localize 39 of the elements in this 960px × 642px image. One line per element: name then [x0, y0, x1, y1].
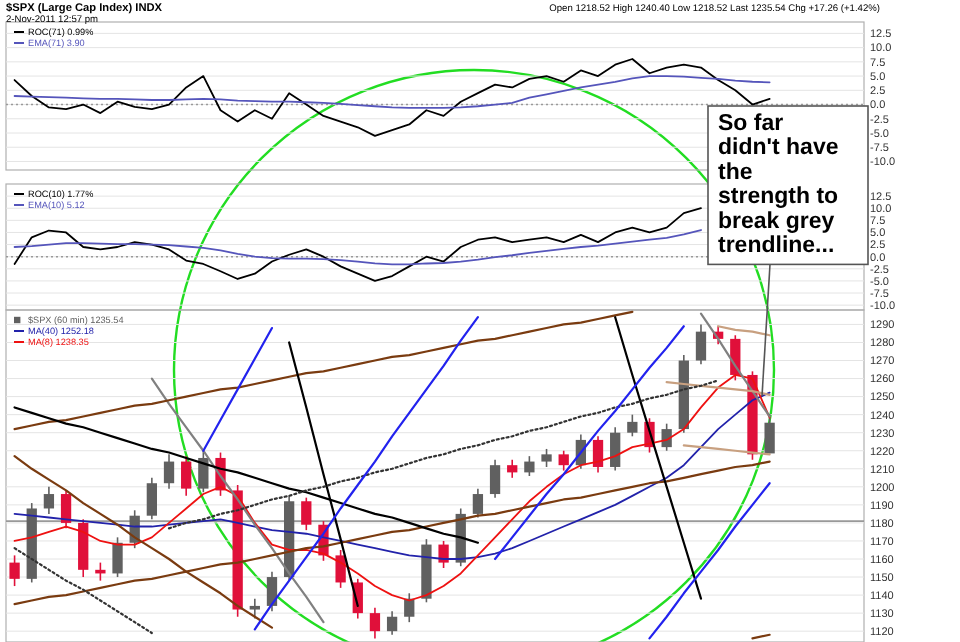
line-series	[150, 377, 325, 624]
line-series	[202, 326, 274, 452]
candlestick	[181, 455, 192, 497]
candlestick	[489, 458, 501, 499]
candlestick	[301, 496, 312, 531]
annotation: So far didn't have the strength to break grey trendline...	[718, 112, 839, 258]
candlestick	[438, 540, 449, 569]
candlestick	[266, 570, 278, 613]
line-series	[13, 75, 771, 109]
candlestick	[163, 453, 175, 490]
line-series	[13, 547, 153, 635]
line-series	[614, 316, 703, 600]
candlestick	[507, 458, 518, 479]
candlestick	[541, 448, 552, 468]
line-series	[253, 316, 479, 631]
candlestick	[610, 426, 621, 472]
candlestick	[627, 413, 638, 438]
line-series	[13, 207, 702, 282]
candlestick	[369, 606, 381, 640]
candlestick	[78, 518, 89, 578]
candlestick	[472, 487, 484, 519]
line-series	[167, 379, 720, 530]
line-series	[13, 310, 634, 431]
line-series	[699, 312, 771, 418]
line-series	[648, 482, 771, 640]
candlestick	[43, 486, 55, 515]
candlestick	[695, 323, 707, 365]
candlestick	[335, 549, 346, 589]
line-series	[493, 325, 685, 561]
candlestick	[146, 477, 158, 521]
candlestick	[592, 435, 604, 474]
line-series	[13, 229, 702, 266]
candlestick	[558, 449, 569, 472]
candlestick	[9, 554, 20, 587]
candlestick	[386, 610, 398, 636]
candlestick	[112, 536, 123, 578]
line-series	[665, 381, 771, 396]
candlestick	[524, 455, 535, 477]
candlestick	[249, 597, 260, 620]
